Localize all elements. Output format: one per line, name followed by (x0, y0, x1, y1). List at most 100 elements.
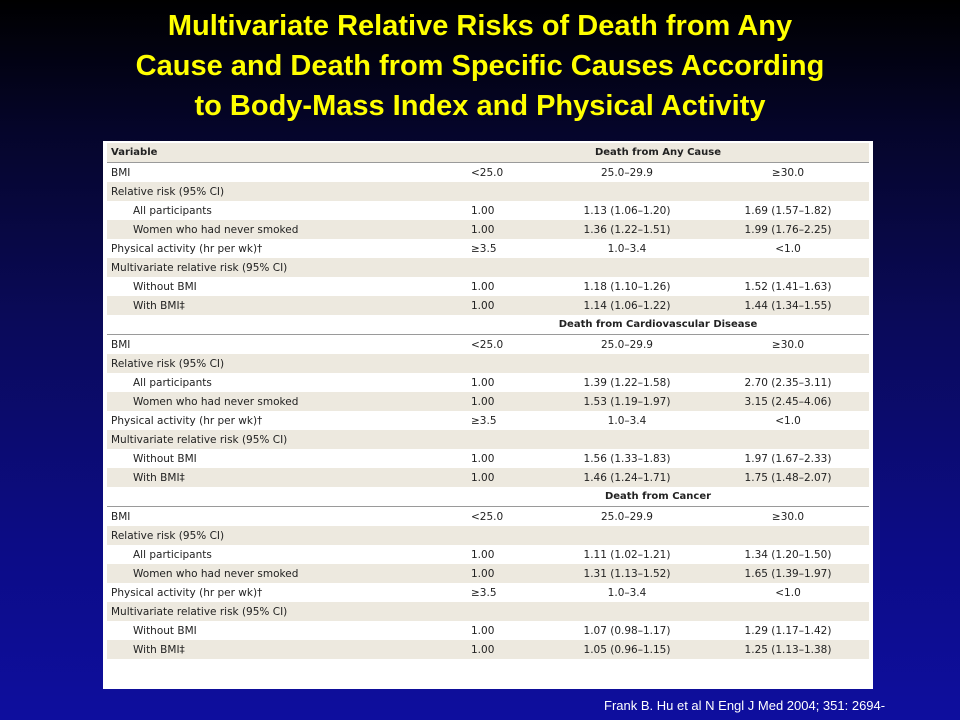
table-row: Relative risk (95% CI) (107, 354, 870, 373)
cell-value: 1.53 (1.19–1.97) (547, 392, 707, 411)
cell-value: 1.99 (1.76–2.25) (707, 220, 870, 239)
cell-value: 1.00 (447, 392, 547, 411)
cell-value: ≥30.0 (707, 506, 870, 526)
row-label: Multivariate relative risk (95% CI) (107, 430, 447, 449)
cell-value: 1.69 (1.57–1.82) (744, 204, 832, 217)
cell-value: 1.29 (1.17–1.42) (744, 624, 832, 637)
section-heading-spacer (107, 487, 447, 507)
row-label: All participants (133, 204, 212, 217)
cell-value: 1.14 (1.06–1.22) (547, 296, 707, 315)
cell-value (447, 430, 547, 449)
cell-value: 25.0–29.9 (547, 506, 707, 526)
row-label: With BMI‡ (107, 296, 447, 315)
cell-value: 25.0–29.9 (547, 162, 707, 182)
table-row: Women who had never smoked 1.00 1.53 (1.19… (107, 392, 870, 411)
section-heading-row: Variable Death from Any Cause (107, 143, 870, 163)
cell-value (707, 526, 870, 545)
cell-value: 1.31 (1.13–1.52) (547, 564, 707, 583)
section-heading-row: Death from Cancer (107, 487, 869, 507)
cell-value: 1.00 (471, 452, 495, 465)
results-table: Variable Death from Any Cause BMI <25.0 25.0… (107, 143, 870, 659)
row-label: With BMI‡ (107, 640, 447, 659)
table-row: Multivariate relative risk (95% CI) (107, 258, 870, 277)
row-label: Women who had never smoked (107, 220, 447, 239)
table-row: All participants 1.00 1.13 (1.06–1.20) 1.69… (107, 201, 869, 220)
cell-value: 1.00 (447, 220, 547, 239)
row-label: Women who had never smoked (107, 392, 447, 411)
table-row: Without BMI 1.00 1.18 (1.10–1.26) 1.52 (1.4… (107, 277, 869, 296)
row-label: BMI (107, 334, 447, 354)
table-row: Multivariate relative risk (95% CI) (107, 602, 870, 621)
row-label: Without BMI (133, 624, 197, 637)
row-label: Multivariate relative risk (95% CI) (107, 258, 447, 277)
table-row: Physical activity (hr per wk)† ≥3.5 1.0–3.… (107, 411, 869, 430)
row-label: Women who had never smoked (107, 564, 447, 583)
cell-value (447, 354, 547, 373)
title-line-3: to Body-Mass Index and Physical Activity (194, 90, 766, 122)
table-row: Relative risk (95% CI) (107, 526, 870, 545)
row-label: Without BMI (133, 452, 197, 465)
table-row: With BMI‡ 1.00 1.46 (1.24–1.71) 1.75 (1.48–… (107, 468, 870, 487)
table-row: Physical activity (hr per wk)† ≥3.5 1.0–3.… (107, 583, 869, 602)
section-heading: Death from Any Cause (447, 143, 870, 163)
cell-value (547, 430, 707, 449)
section-heading-spacer (107, 315, 447, 335)
cell-value: <25.0 (447, 506, 547, 526)
row-label: Multivariate relative risk (95% CI) (107, 602, 447, 621)
section-heading: Death from Cardiovascular Disease (558, 319, 758, 330)
table-row: With BMI‡ 1.00 1.05 (0.96–1.15) 1.25 (1.13–… (107, 640, 870, 659)
cell-value: 1.07 (0.98–1.17) (583, 624, 671, 637)
row-label: Relative risk (95% CI) (107, 182, 447, 201)
results-table-panel: Variable Death from Any Cause BMI <25.0 25.0… (103, 141, 873, 689)
cell-value: 3.15 (2.45–4.06) (707, 392, 870, 411)
cell-value: 2.70 (2.35–3.11) (744, 376, 832, 389)
row-label: Physical activity (hr per wk)† (111, 414, 263, 427)
cell-value: <25.0 (447, 162, 547, 182)
title-line-1: Multivariate Relative Risks of Death fro… (167, 10, 793, 42)
cell-value: 1.75 (1.48–2.07) (707, 468, 870, 487)
table-row: BMI <25.0 25.0–29.9 ≥30.0 (107, 506, 870, 526)
table-row: All participants 1.00 1.39 (1.22–1.58) 2.70… (107, 373, 869, 392)
cell-value (447, 526, 547, 545)
cell-value: ≥30.0 (707, 334, 870, 354)
cell-value: 1.44 (1.34–1.55) (707, 296, 870, 315)
cell-value: 1.97 (1.67–2.33) (744, 452, 832, 465)
cell-value: <1.0 (775, 242, 801, 255)
cell-value: 1.00 (447, 296, 547, 315)
table-row: Multivariate relative risk (95% CI) (107, 430, 870, 449)
cell-value: 1.00 (471, 376, 495, 389)
cell-value: 1.0–3.4 (607, 242, 647, 255)
row-label: Physical activity (hr per wk)† (111, 586, 263, 599)
cell-value (707, 602, 870, 621)
cell-value: 1.00 (447, 468, 547, 487)
cell-value: 1.0–3.4 (607, 414, 647, 427)
cell-value: 1.34 (1.20–1.50) (744, 548, 832, 561)
row-label: All participants (133, 548, 212, 561)
slide-title: Multivariate Relative Risks of Death fro… (0, 6, 960, 126)
cell-value: 1.00 (471, 624, 495, 637)
cell-value: <25.0 (447, 334, 547, 354)
cell-value: ≥30.0 (707, 162, 870, 182)
cell-value (707, 430, 870, 449)
cell-value: 1.05 (0.96–1.15) (547, 640, 707, 659)
cell-value: 1.13 (1.06–1.20) (583, 204, 671, 217)
cell-value: 1.00 (447, 564, 547, 583)
cell-value: 1.39 (1.22–1.58) (583, 376, 671, 389)
table-row: With BMI‡ 1.00 1.14 (1.06–1.22) 1.44 (1.34–… (107, 296, 870, 315)
cell-value: <1.0 (775, 414, 801, 427)
table-row: Physical activity (hr per wk)† ≥3.5 1.0–3.… (107, 239, 869, 258)
cell-value (447, 258, 547, 277)
cell-value (707, 258, 870, 277)
table-row: Without BMI 1.00 1.56 (1.33–1.83) 1.97 (1.6… (107, 449, 869, 468)
cell-value: ≥3.5 (471, 242, 497, 255)
row-label: Without BMI (133, 280, 197, 293)
cell-value (547, 602, 707, 621)
cell-value (547, 526, 707, 545)
cell-value: 1.0–3.4 (607, 586, 647, 599)
cell-value: 1.46 (1.24–1.71) (547, 468, 707, 487)
table-row: Without BMI 1.00 1.07 (0.98–1.17) 1.29 (1.1… (107, 621, 869, 640)
row-label: All participants (133, 376, 212, 389)
cell-value (547, 258, 707, 277)
cell-value: 1.00 (471, 548, 495, 561)
citation: Frank B. Hu et al N Engl J Med 2004; 351… (604, 698, 886, 713)
